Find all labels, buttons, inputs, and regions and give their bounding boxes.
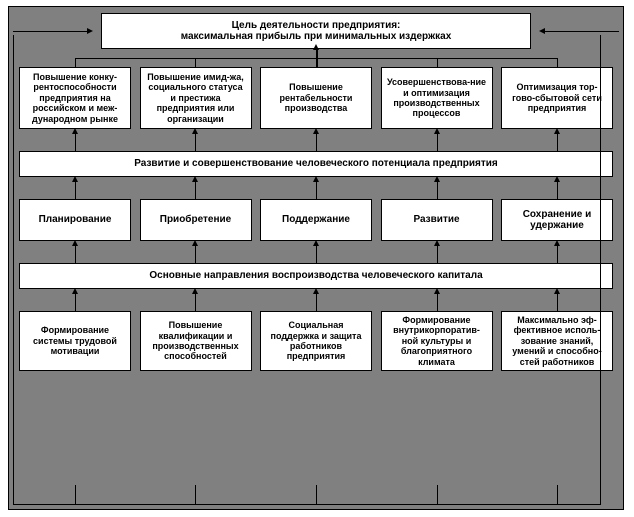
bar2: Основные направления воспроизводства чел… xyxy=(19,263,613,289)
drop-1 xyxy=(195,485,196,505)
drop-0 xyxy=(75,485,76,505)
level2-row: Повышение конку-рентоспособности предпри… xyxy=(19,67,613,129)
drop-3 xyxy=(437,485,438,505)
l2-box-0: Повышение конку-рентоспособности предпри… xyxy=(19,67,131,129)
goal-line1: Цель деятельности предприятия: xyxy=(232,20,401,31)
diagram-frame: Цель деятельности предприятия: максималь… xyxy=(8,6,624,510)
drop-2 xyxy=(316,485,317,505)
l4-box-3: Формирование внутрикорпоратив-ной культу… xyxy=(381,311,493,371)
conn-bar2-l3 xyxy=(19,241,613,263)
bar1: Развитие и совершенствование человеческо… xyxy=(19,151,613,177)
l3-box-2: Поддержание xyxy=(260,199,372,241)
l2-box-3: Усовершенствова-ние и оптимизация произв… xyxy=(381,67,493,129)
l3-box-1: Приобретение xyxy=(140,199,252,241)
loop-right xyxy=(600,35,601,505)
l4-box-2: Социальная поддержка и защита работников… xyxy=(260,311,372,371)
l3-box-4: Сохранение и удержание xyxy=(501,199,613,241)
loop-left xyxy=(13,35,14,505)
l3-box-3: Развитие xyxy=(381,199,493,241)
loop-right-head xyxy=(541,31,619,32)
conn-l4-bar2 xyxy=(19,289,613,311)
conn-bar1-l2 xyxy=(19,129,613,151)
drop-4 xyxy=(557,485,558,505)
loop-left-arrow xyxy=(87,28,93,34)
l4-box-4: Максимально эф-фективное исполь-зование … xyxy=(501,311,613,371)
l4-box-0: Формирование системы трудовой мотивации xyxy=(19,311,131,371)
l2-box-4: Оптимизация тор-гово-сбытовой сети предп… xyxy=(501,67,613,129)
loop-left-head xyxy=(13,31,91,32)
level3-row: Планирование Приобретение Поддержание Ра… xyxy=(19,199,613,241)
loop-right-arrow xyxy=(539,28,545,34)
conn-l3-bar1 xyxy=(19,177,613,199)
l2-box-1: Повышение имид-жа, социального статуса и… xyxy=(140,67,252,129)
goal-line2: максимальная прибыль при минимальных изд… xyxy=(181,31,452,42)
center-arrow-up xyxy=(316,49,318,67)
l2-box-2: Повышение рентабельности производства xyxy=(260,67,372,129)
level4-row: Формирование системы трудовой мотивации … xyxy=(19,311,613,371)
loop-bottom xyxy=(13,504,601,505)
l3-box-0: Планирование xyxy=(19,199,131,241)
l4-box-1: Повышение квалификации и производственны… xyxy=(140,311,252,371)
